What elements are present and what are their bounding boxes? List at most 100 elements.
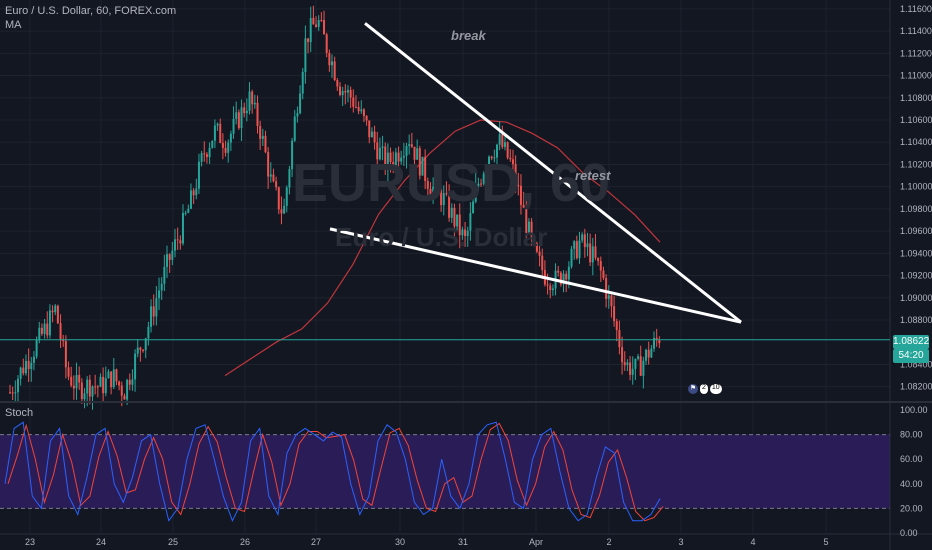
annotation-break: break bbox=[451, 28, 486, 43]
candle-body bbox=[272, 174, 275, 182]
candle-body bbox=[578, 240, 581, 259]
candle-body bbox=[317, 20, 320, 27]
candle-body bbox=[570, 248, 573, 267]
candle-body bbox=[126, 379, 129, 400]
time-tick-label: Apr bbox=[529, 537, 543, 547]
candle-body bbox=[152, 306, 155, 317]
candle-body bbox=[269, 174, 272, 177]
candle-body bbox=[493, 157, 496, 159]
price-tick-label: 1.09600 bbox=[900, 226, 932, 236]
candle-body bbox=[208, 147, 211, 158]
price-tick-label: 1.10000 bbox=[900, 182, 932, 192]
countdown-tag: 54:20 bbox=[893, 349, 929, 363]
candle-body bbox=[597, 257, 600, 262]
price-tick-label: 1.11400 bbox=[900, 26, 932, 36]
candle-body bbox=[307, 38, 310, 43]
candle-body bbox=[256, 102, 259, 126]
candle-body bbox=[562, 273, 565, 285]
candle-body bbox=[615, 321, 618, 331]
price-tick-label: 1.08200 bbox=[900, 382, 932, 392]
candle-body bbox=[623, 362, 626, 366]
candle-body bbox=[264, 135, 267, 153]
time-tick-label: 24 bbox=[96, 537, 106, 547]
candle-body bbox=[16, 378, 19, 393]
event-flags[interactable]: ⚑ 2 10 bbox=[688, 384, 722, 394]
trendline-lower bbox=[329, 227, 742, 324]
indicator-stoch-label[interactable]: Stoch bbox=[5, 407, 34, 419]
candle-body bbox=[38, 327, 41, 341]
candle-body bbox=[293, 116, 296, 141]
candle-body bbox=[378, 147, 381, 160]
price-tick-label: 1.10200 bbox=[900, 159, 932, 169]
candle-body bbox=[607, 295, 610, 299]
candle-body bbox=[142, 349, 145, 351]
candle-body bbox=[629, 362, 632, 375]
candle-body bbox=[538, 251, 541, 256]
candle-body bbox=[434, 179, 437, 187]
candle-body bbox=[421, 156, 424, 176]
candle-body bbox=[315, 24, 318, 27]
candles bbox=[9, 5, 661, 410]
candle-body bbox=[360, 109, 363, 112]
candle-body bbox=[440, 189, 443, 206]
candle-body bbox=[14, 392, 17, 394]
candle-body bbox=[373, 131, 376, 143]
stoch-tick-label: 60.00 bbox=[900, 454, 923, 464]
candle-body bbox=[586, 243, 589, 248]
candle-body bbox=[527, 221, 530, 233]
candle-body bbox=[370, 131, 373, 138]
price-tick-label: 1.11200 bbox=[900, 48, 932, 58]
candle-body bbox=[352, 97, 355, 107]
candle-body bbox=[331, 61, 334, 66]
symbol-title[interactable]: Euro / U.S. Dollar, 60, FOREX.com bbox=[5, 5, 177, 17]
stochastic-panel bbox=[0, 421, 890, 522]
candle-body bbox=[323, 20, 326, 35]
candle-body bbox=[245, 110, 248, 114]
stoch-d-line bbox=[7, 422, 664, 522]
candle-body bbox=[168, 254, 171, 260]
candle-body bbox=[312, 17, 315, 25]
candle-body bbox=[267, 152, 270, 177]
candle-body bbox=[549, 285, 552, 291]
candle-body bbox=[488, 156, 491, 168]
candle-body bbox=[187, 208, 190, 213]
candle-body bbox=[418, 148, 421, 176]
candle-body bbox=[448, 193, 451, 218]
candle-body bbox=[605, 278, 608, 299]
time-tick-label: 30 bbox=[395, 537, 405, 547]
candle-body bbox=[525, 207, 528, 233]
candle-body bbox=[211, 140, 214, 148]
candle-body bbox=[285, 187, 288, 206]
stoch-tick-label: 100.00 bbox=[900, 405, 928, 415]
candle-body bbox=[70, 376, 73, 386]
candle-body bbox=[195, 188, 198, 196]
candle-body bbox=[394, 152, 397, 166]
candle-body bbox=[40, 327, 43, 334]
candle-body bbox=[354, 106, 357, 108]
indicator-ma-label[interactable]: MA bbox=[5, 19, 22, 31]
candle-body bbox=[575, 241, 578, 259]
time-tick-label: 4 bbox=[750, 537, 755, 547]
candle-body bbox=[397, 152, 400, 162]
candle-body bbox=[639, 356, 642, 376]
candle-body bbox=[275, 181, 278, 188]
flag-icon: ⚑ bbox=[688, 384, 698, 394]
candle-body bbox=[477, 183, 480, 187]
price-tick-label: 1.09800 bbox=[900, 204, 932, 214]
candle-body bbox=[19, 367, 22, 379]
candle-body bbox=[333, 61, 336, 81]
candle-body bbox=[349, 89, 352, 98]
candle-body bbox=[384, 146, 387, 170]
candle-body bbox=[88, 379, 91, 397]
stoch-tick-label: 40.00 bbox=[900, 479, 923, 489]
candle-body bbox=[503, 142, 506, 148]
candle-body bbox=[299, 93, 302, 114]
time-tick-label: 2 bbox=[606, 537, 611, 547]
candle-body bbox=[120, 385, 123, 396]
time-tick-label: 26 bbox=[240, 537, 250, 547]
candle-body bbox=[54, 305, 57, 313]
candle-body bbox=[480, 183, 483, 185]
candle-body bbox=[328, 52, 331, 66]
candle-body bbox=[365, 115, 368, 121]
candle-body bbox=[522, 204, 525, 208]
